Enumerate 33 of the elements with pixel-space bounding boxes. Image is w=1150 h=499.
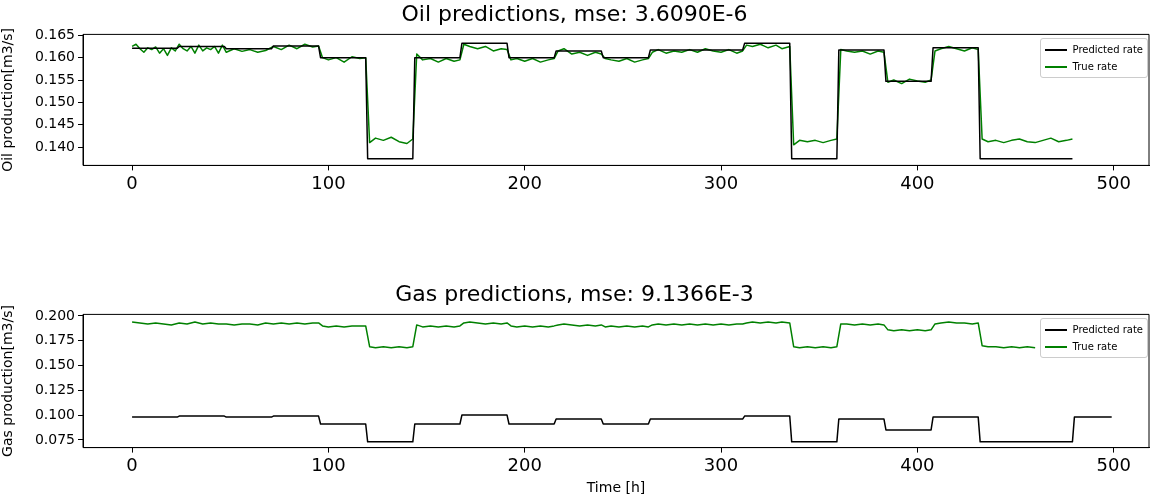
y-tick-label: 0.165	[34, 25, 75, 42]
x-tick-label: 200	[507, 171, 542, 193]
x-tick-label: 0	[126, 454, 138, 476]
y-axis-title: Gas production[m3/s]	[0, 305, 16, 457]
x-tick-label: 300	[703, 171, 739, 193]
y-tick-label: 0.100	[34, 405, 75, 422]
legend-label: Predicted rate	[1071, 323, 1143, 338]
x-axis-title: Time [h]	[585, 479, 646, 496]
y-tick-label: 0.075	[34, 430, 75, 447]
chart-title: Gas predictions, mse: 9.1366E-3	[395, 280, 754, 306]
y-tick-label: 0.150	[34, 93, 75, 109]
legend-label: Predicted rate	[1071, 43, 1143, 58]
y-tick-label: 0.160	[34, 48, 75, 65]
y-tick-label: 0.145	[34, 115, 75, 132]
chart-title: Oil predictions, mse: 3.6090E-6	[401, 0, 748, 26]
x-tick-label: 400	[900, 171, 935, 193]
x-tick-label: 400	[900, 454, 935, 476]
x-tick-label: 100	[311, 454, 346, 476]
y-tick-label: 0.155	[34, 70, 75, 87]
legend-label: True rate	[1071, 340, 1119, 355]
y-axis-title: Oil production[m3/s]	[0, 27, 16, 172]
y-tick-label: 0.150	[34, 356, 75, 373]
x-tick-label: 0	[126, 171, 138, 193]
y-tick-label: 0.140	[34, 137, 75, 154]
y-tick-label: 0.175	[34, 331, 75, 348]
x-tick-label: 500	[1096, 171, 1131, 193]
x-tick-label: 300	[703, 454, 739, 476]
x-tick-label: 200	[507, 454, 542, 476]
y-tick-label: 0.125	[34, 380, 75, 397]
x-tick-label: 100	[311, 171, 346, 193]
legend-label: True rate	[1071, 60, 1119, 75]
x-tick-label: 500	[1096, 454, 1131, 476]
y-tick-label: 0.200	[34, 306, 75, 323]
